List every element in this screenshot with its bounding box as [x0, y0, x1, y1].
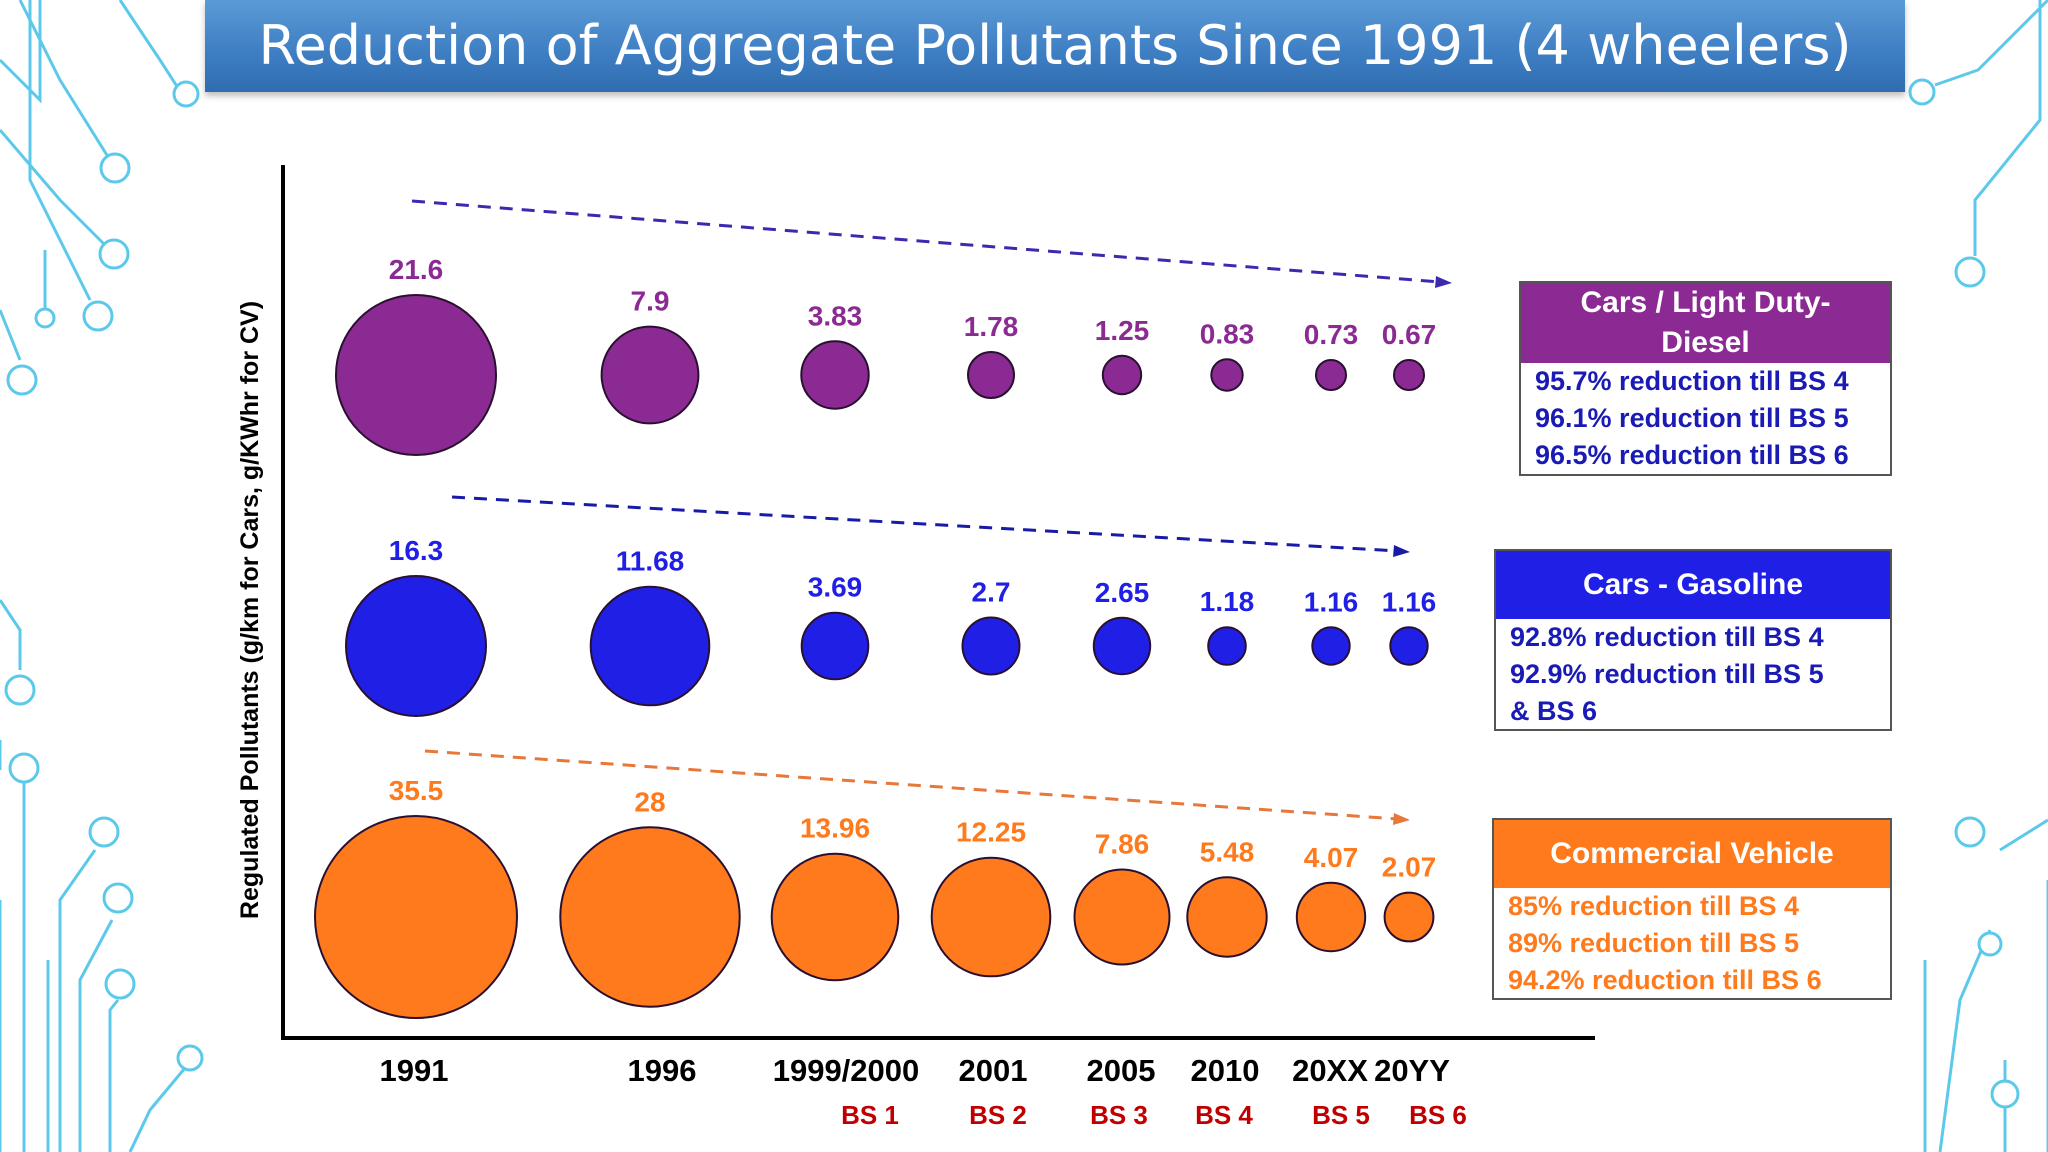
- x-tick-label-6: 20XX: [1292, 1053, 1368, 1088]
- legend-commercial-line-2: 89% reduction till BS 5: [1508, 928, 1800, 958]
- diesel-value-label-5: 0.83: [1200, 318, 1255, 349]
- legend-gasoline: Cars - Gasoline 92.8% reduction till BS …: [1494, 549, 1892, 731]
- gasoline-bubble-2: [800, 611, 870, 681]
- x-tick-label-2: 1999/2000: [773, 1053, 920, 1088]
- diesel-bubble-5: [1210, 358, 1244, 392]
- gasoline-bubble-3: [961, 616, 1021, 676]
- gasoline-bubble-1: [589, 585, 711, 707]
- legend-diesel-line-2: 96.1% reduction till BS 5: [1535, 403, 1849, 433]
- x-tick-label-4: 2005: [1087, 1053, 1156, 1088]
- diesel-bubble-6: [1315, 359, 1347, 391]
- diesel-value-label-7: 0.67: [1382, 319, 1437, 350]
- legend-gasoline-line-1: 92.8% reduction till BS 4: [1510, 622, 1824, 652]
- gasoline-value-label-2: 3.69: [808, 572, 863, 603]
- diesel-bubble-4: [1101, 354, 1143, 396]
- legend-commercial: Commercial Vehicle 85% reduction till BS…: [1492, 818, 1892, 1000]
- gasoline-bubble-0: [345, 575, 487, 717]
- gasoline-arrow-head: [1393, 545, 1410, 557]
- legend-gasoline-line-2: 92.9% reduction till BS 5: [1510, 659, 1824, 689]
- commercial-bubble-2: [770, 852, 900, 982]
- diesel-value-label-4: 1.25: [1095, 315, 1150, 346]
- gasoline-bubble-7: [1389, 626, 1429, 666]
- commercial-bubble-7: [1383, 891, 1435, 943]
- commercial-bubble-3: [930, 856, 1052, 978]
- bs-stage-label-6: BS 5: [1312, 1100, 1370, 1130]
- commercial-value-label-4: 7.86: [1095, 828, 1150, 859]
- legend-gasoline-header: Cars - Gasoline: [1496, 551, 1890, 619]
- x-tick-label-3: 2001: [959, 1053, 1028, 1088]
- x-tick-label-0: 1991: [380, 1053, 449, 1088]
- bs-stage-label-3: BS 2: [969, 1100, 1027, 1130]
- diesel-bubble-3: [967, 351, 1015, 399]
- diesel-trend-arrow: [411, 199, 1441, 284]
- commercial-value-label-0: 35.5: [389, 775, 444, 806]
- bs-stage-label-4: BS 3: [1090, 1100, 1148, 1130]
- diesel-value-label-2: 3.83: [808, 300, 863, 331]
- commercial-value-label-3: 12.25: [956, 817, 1026, 848]
- x-tick-label-7: 20YY: [1374, 1053, 1450, 1088]
- gasoline-bubble-6: [1311, 626, 1351, 666]
- diesel-value-label-3: 1.78: [964, 311, 1019, 342]
- diesel-value-label-1: 7.9: [631, 286, 670, 317]
- bs-stage-label-5: BS 4: [1195, 1100, 1253, 1130]
- commercial-value-label-6: 4.07: [1304, 842, 1359, 873]
- commercial-value-label-7: 2.07: [1382, 852, 1437, 883]
- legend-diesel-line-1: 95.7% reduction till BS 4: [1535, 366, 1849, 396]
- legend-diesel-title-line1: Cars / Light Duty-: [1580, 286, 1831, 319]
- legend-gasoline-line-3: & BS 6: [1510, 696, 1598, 726]
- legend-commercial-header: Commercial Vehicle: [1494, 820, 1890, 888]
- commercial-bubble-1: [559, 826, 741, 1008]
- bs-stage-label-2: BS 1: [841, 1100, 899, 1130]
- diesel-arrow-head: [1435, 276, 1452, 288]
- legend-diesel-line-3: 96.5% reduction till BS 6: [1535, 440, 1849, 470]
- diesel-bubble-0: [335, 294, 497, 456]
- x-tick-label-5: 2010: [1191, 1053, 1260, 1088]
- x-tick-label-1: 1996: [628, 1053, 697, 1088]
- gasoline-value-label-3: 2.7: [972, 577, 1011, 608]
- commercial-bubble-5: [1186, 876, 1268, 958]
- gasoline-trend-arrow: [451, 495, 1399, 553]
- commercial-bubble-6: [1295, 881, 1367, 953]
- commercial-value-label-2: 13.96: [800, 813, 870, 844]
- legend-diesel-header: Cars / Light Duty- Diesel: [1521, 283, 1890, 363]
- commercial-bubble-4: [1073, 868, 1171, 966]
- commercial-bubble-0: [314, 815, 518, 1019]
- gasoline-bubble-4: [1092, 616, 1152, 676]
- diesel-bubble-1: [600, 325, 700, 425]
- legend-commercial-line-3: 94.2% reduction till BS 6: [1508, 965, 1822, 995]
- slide-title: Reduction of Aggregate Pollutants Since …: [258, 14, 1852, 77]
- legend-diesel: Cars / Light Duty- Diesel 95.7% reductio…: [1519, 281, 1892, 476]
- gasoline-value-label-6: 1.16: [1304, 586, 1359, 617]
- gasoline-value-label-4: 2.65: [1095, 577, 1150, 608]
- gasoline-value-label-0: 16.3: [389, 535, 444, 566]
- commercial-value-label-1: 28: [634, 786, 665, 817]
- gasoline-value-label-1: 11.68: [616, 546, 685, 577]
- gasoline-bubble-5: [1207, 626, 1247, 666]
- commercial-trend-arrow: [424, 749, 1399, 821]
- gasoline-value-label-5: 1.18: [1200, 586, 1255, 617]
- diesel-bubble-7: [1393, 359, 1425, 391]
- commercial-value-label-5: 5.48: [1200, 836, 1255, 867]
- diesel-value-label-6: 0.73: [1304, 319, 1359, 350]
- legend-diesel-title-line2: Diesel: [1661, 326, 1750, 359]
- legend-commercial-line-1: 85% reduction till BS 4: [1508, 891, 1800, 921]
- gasoline-value-label-7: 1.16: [1382, 586, 1437, 617]
- diesel-bubble-2: [800, 340, 870, 410]
- commercial-arrow-head: [1393, 813, 1410, 825]
- diesel-value-label-0: 21.6: [389, 254, 444, 285]
- title-bar: Reduction of Aggregate Pollutants Since …: [205, 0, 1905, 92]
- y-axis-label: Regulated Pollutants (g/km for Cars, g/K…: [236, 301, 264, 919]
- bs-stage-label-7: BS 6: [1409, 1100, 1467, 1130]
